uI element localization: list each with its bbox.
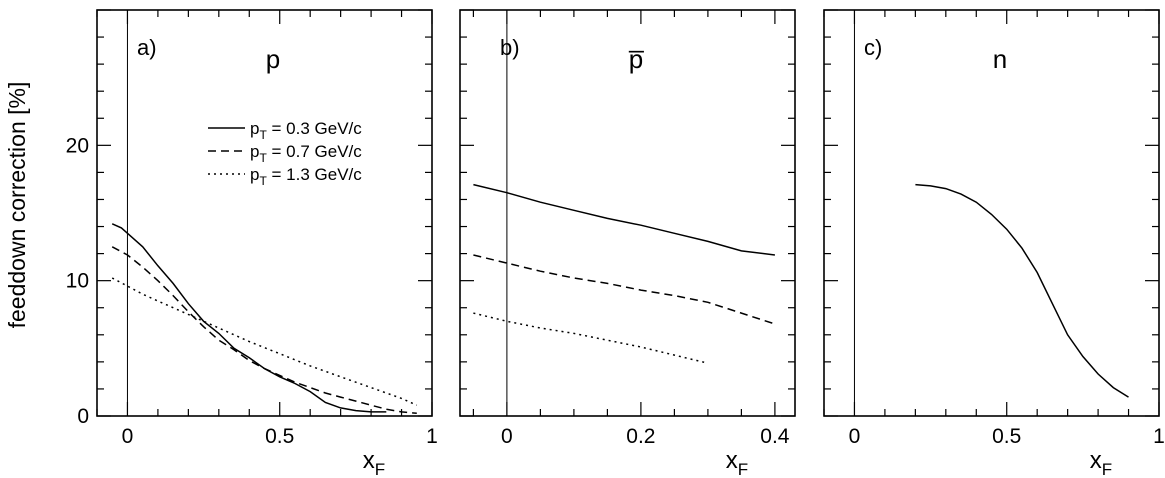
series-line-dashed bbox=[111, 246, 417, 415]
y-tick-label: 0 bbox=[77, 405, 89, 428]
particle-label: p bbox=[266, 44, 280, 74]
x-axis-label: xF bbox=[363, 447, 385, 478]
particle-label: n bbox=[993, 44, 1007, 74]
panel-frame bbox=[823, 9, 1160, 417]
y-axis-label: feeddown correction [%] bbox=[4, 82, 30, 329]
x-tick-label: 0.2 bbox=[626, 425, 655, 448]
panel-3: 0 0.5 1 c) n xF bbox=[823, 9, 1165, 478]
x-axis-label: xF bbox=[726, 447, 748, 478]
y-tick-label: 10 bbox=[66, 270, 89, 293]
series-line-solid bbox=[473, 183, 775, 256]
x-tick-label: 0.5 bbox=[992, 425, 1021, 448]
x-tick-label: 0.4 bbox=[760, 425, 790, 448]
x-tick-label: 1 bbox=[1153, 425, 1165, 448]
panel-frame bbox=[459, 9, 796, 417]
legend-entry: pT = 0.7 GeV/c bbox=[250, 142, 362, 165]
panel-2: 0 0.2 0.4 b) p̅ xF bbox=[459, 9, 796, 478]
x-tick-label: 0 bbox=[122, 425, 134, 448]
x-axis-label: xF bbox=[1090, 447, 1112, 478]
legend-entry: pT = 0.3 GeV/c bbox=[250, 119, 362, 142]
series-line-dotted bbox=[111, 277, 418, 406]
series-line-solid bbox=[915, 183, 1129, 398]
x-tick-label: 0.5 bbox=[265, 425, 294, 448]
x-tick-label: 1 bbox=[426, 425, 438, 448]
y-tick-label: 20 bbox=[66, 134, 89, 157]
particle-label: p̅ bbox=[628, 44, 644, 74]
panel-frame bbox=[96, 9, 433, 417]
panel-label: a) bbox=[137, 35, 157, 60]
series-line-dashed bbox=[473, 254, 776, 325]
series-line-solid bbox=[111, 223, 387, 413]
panel-label: b) bbox=[500, 35, 520, 60]
x-tick-label: 0 bbox=[849, 425, 861, 448]
series-line-dotted bbox=[473, 312, 709, 364]
x-tick-label: 0 bbox=[501, 425, 513, 448]
panel-label: c) bbox=[864, 35, 882, 60]
legend-entry: pT = 1.3 GeV/c bbox=[250, 165, 362, 188]
